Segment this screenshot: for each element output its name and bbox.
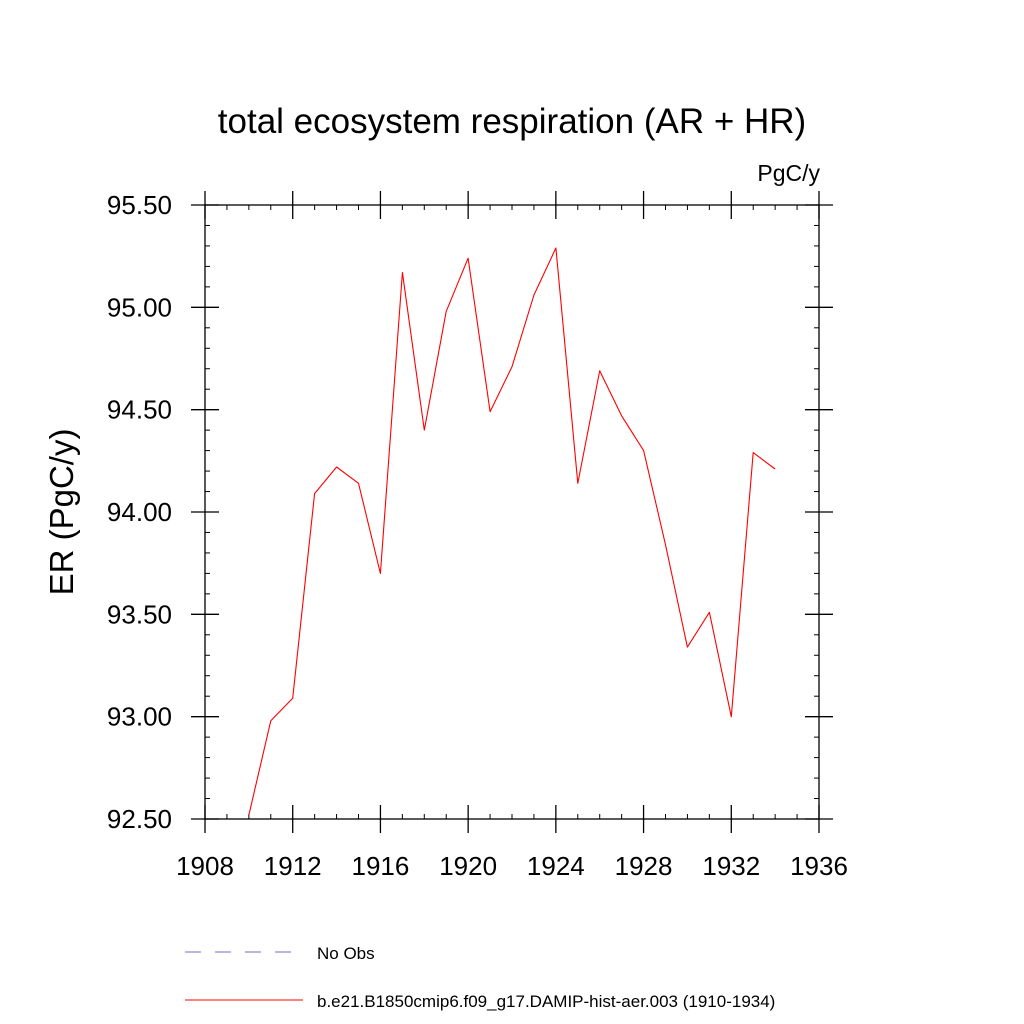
minor-ticks — [205, 205, 819, 819]
x-tick-label: 1936 — [790, 851, 848, 881]
tick-labels: 1908 1912 1916 1920 1924 1928 1932 1936 92.50 93.… — [107, 190, 848, 881]
y-tick-label: 94.00 — [107, 497, 172, 527]
legend: No Obs b.e21.B1850cmip6.f09_g17.DAMIP-his… — [185, 944, 775, 1011]
chart-title: total ecosystem respiration (AR + HR) — [218, 102, 806, 141]
y-tick-label: 92.50 — [107, 804, 172, 834]
x-tick-label: 1920 — [439, 851, 497, 881]
y-tick-label: 93.50 — [107, 599, 172, 629]
x-tick-label: 1924 — [527, 851, 585, 881]
y-tick-label: 94.50 — [107, 395, 172, 425]
y-tick-label: 93.00 — [107, 702, 172, 732]
x-tick-label: 1932 — [702, 851, 760, 881]
series-layer — [248, 247, 776, 816]
y-axis-label: ER (PgC/y) — [43, 429, 80, 596]
y-tick-label: 95.50 — [107, 190, 172, 220]
y-tick-label: 95.00 — [107, 292, 172, 322]
x-tick-label: 1928 — [615, 851, 673, 881]
plot-frame — [204, 204, 820, 820]
x-tick-label: 1912 — [264, 851, 322, 881]
legend-label: No Obs — [317, 944, 375, 963]
series-line — [248, 247, 776, 816]
legend-label: b.e21.B1850cmip6.f09_g17.DAMIP-hist-aer.… — [317, 992, 775, 1011]
major-ticks — [191, 191, 833, 833]
units-label: PgC/y — [757, 160, 820, 186]
x-tick-label: 1908 — [176, 851, 234, 881]
x-tick-label: 1916 — [352, 851, 410, 881]
